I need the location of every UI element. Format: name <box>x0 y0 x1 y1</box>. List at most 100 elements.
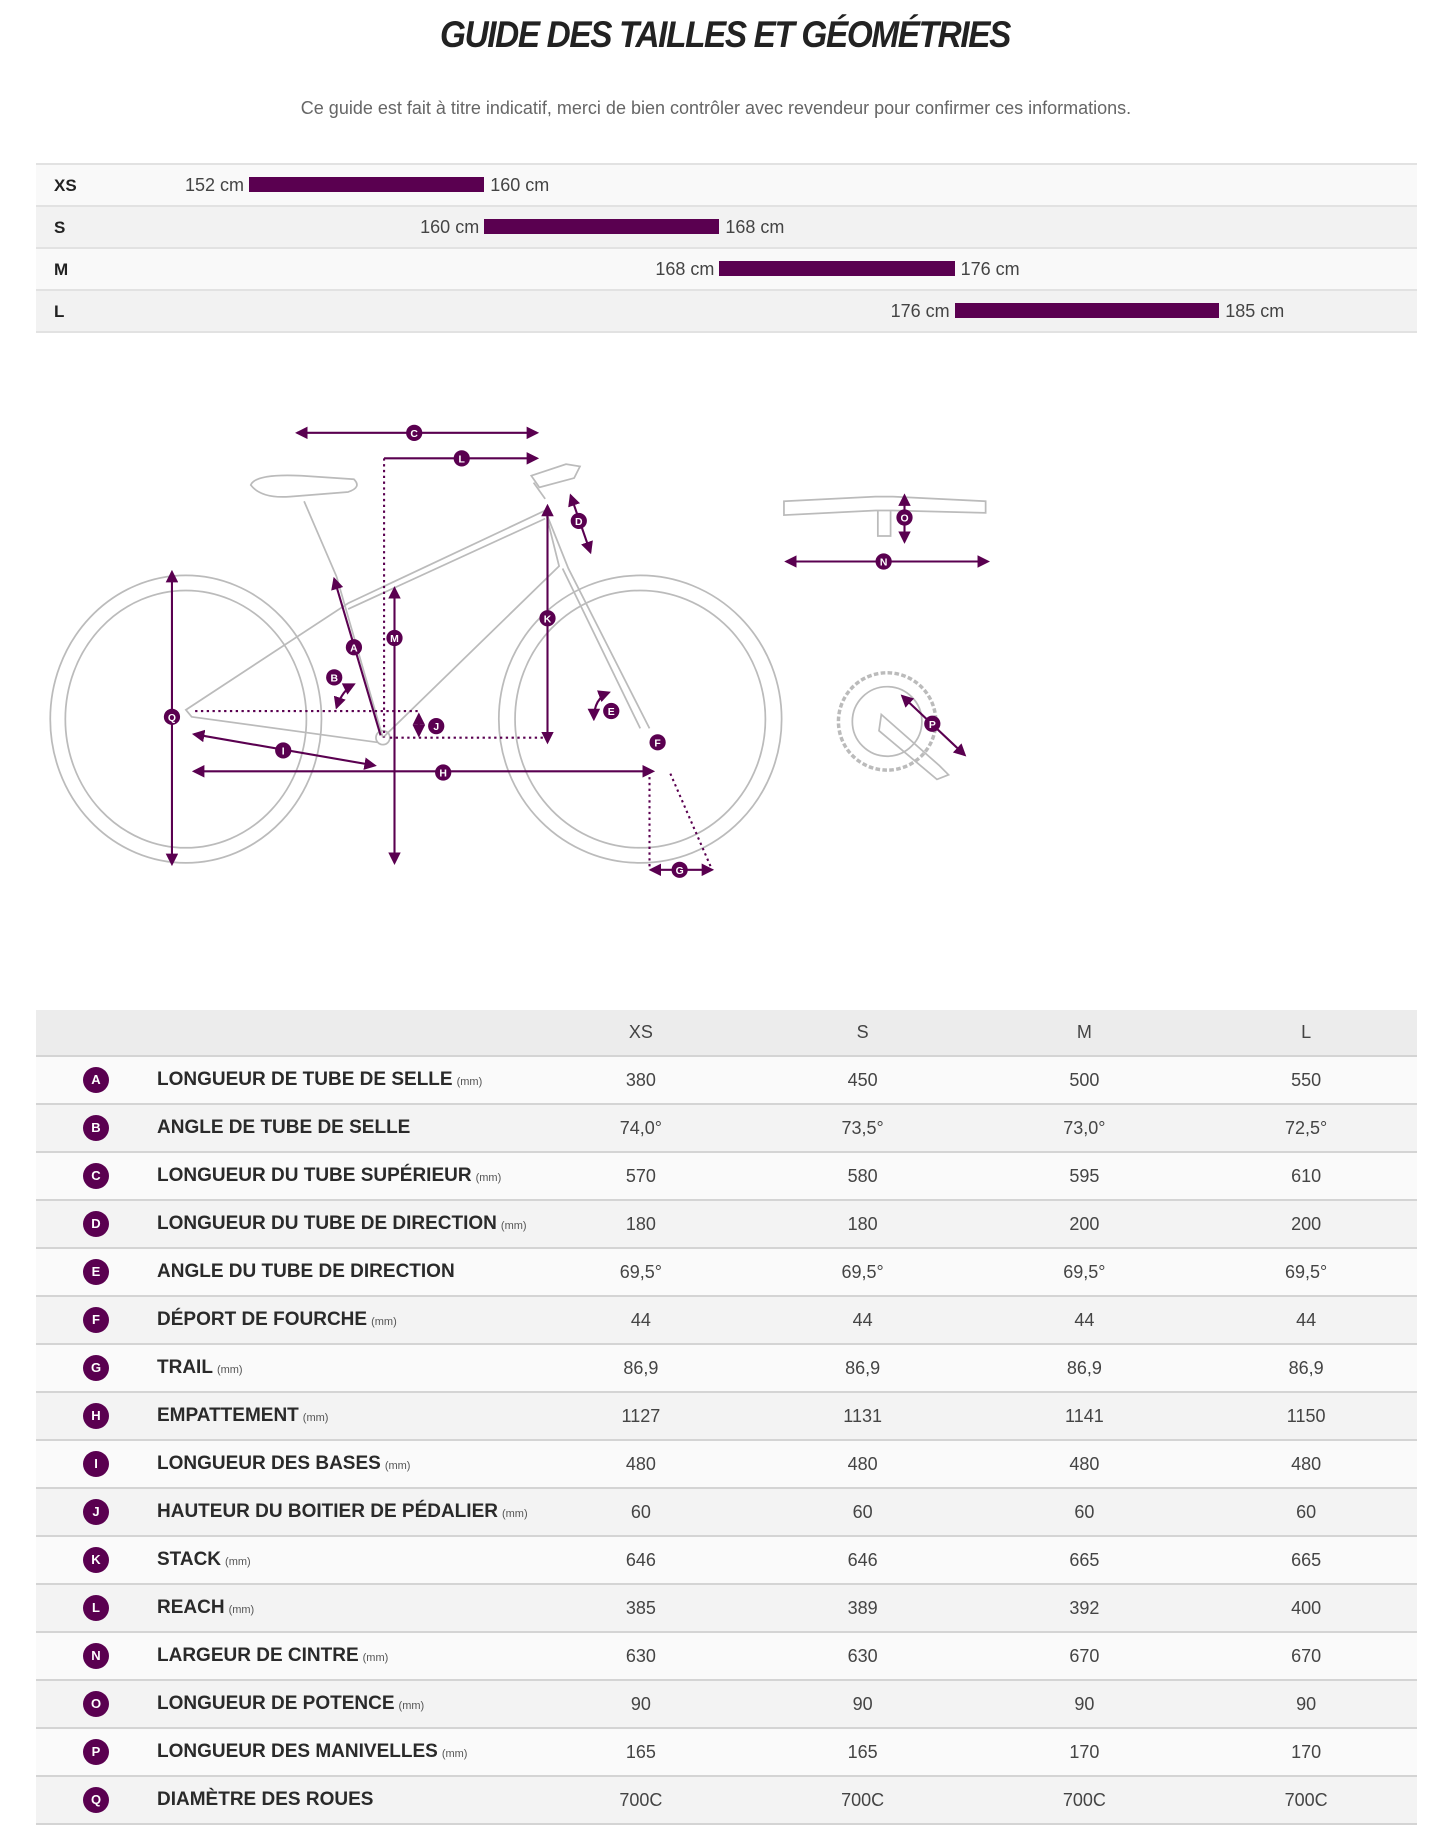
letter-badge: O <box>83 1691 109 1717</box>
table-row: H EMPATTEMENT (mm) 1127 1131 1141 1150 <box>36 1392 1417 1441</box>
size-row: M 168 cm 176 cm <box>36 249 1417 291</box>
letter-cell: H <box>36 1392 156 1441</box>
letter-cell: C <box>36 1152 156 1201</box>
label-marker-o <box>896 509 913 526</box>
measurement-label-cell: STACK (mm) <box>156 1536 530 1585</box>
table-row: K STACK (mm) 646 646 665 665 <box>36 1536 1417 1585</box>
value-cell-l: 200 <box>1195 1200 1417 1249</box>
size-chart: XS 152 cm 160 cm S 160 cm 168 cm M 168 cm … <box>36 163 1417 333</box>
unit-label: (mm) <box>384 1460 411 1472</box>
letter-badge: J <box>83 1499 109 1525</box>
label-marker-l <box>453 450 470 467</box>
stem <box>529 463 582 500</box>
letter-cell: E <box>36 1248 156 1297</box>
label-letter-l: L <box>459 454 466 465</box>
table-row: P LONGUEUR DES MANIVELLES (mm) 165 165 170 17… <box>36 1728 1417 1777</box>
measurement-label-cell: LARGEUR DE CINTRE (mm) <box>156 1632 530 1681</box>
table-row: I LONGUEUR DES BASES (mm) 480 480 480 480 <box>36 1440 1417 1489</box>
measurement-label: LONGUEUR DES MANIVELLES <box>157 1741 438 1762</box>
value-cell-l: 1150 <box>1195 1392 1417 1441</box>
column-header-l: L <box>1195 1010 1417 1057</box>
label-marker-g <box>671 861 688 878</box>
letter-cell: I <box>36 1440 156 1489</box>
letter-badge: C <box>83 1163 109 1189</box>
bike-drawing <box>49 463 987 864</box>
measurement-label: LONGUEUR DU TUBE DE DIRECTION <box>157 1213 497 1234</box>
label-marker-j <box>428 717 445 735</box>
letter-cell: K <box>36 1536 156 1585</box>
label-marker-e <box>603 702 620 720</box>
letter-badge: F <box>83 1307 109 1333</box>
value-cell-m: 665 <box>973 1536 1196 1585</box>
measurement-label-cell: DIAMÈTRE DES ROUES <box>156 1776 530 1825</box>
table-row: F DÉPORT DE FOURCHE (mm) 44 44 44 44 <box>36 1296 1417 1345</box>
label-letter-k: K <box>544 614 552 625</box>
measurement-label: LONGUEUR DU TUBE SUPÉRIEUR <box>157 1165 472 1186</box>
size-max-height: 160 cm <box>490 175 550 195</box>
unit-label: (mm) <box>216 1364 243 1376</box>
measurement-label-cell: DÉPORT DE FOURCHE (mm) <box>156 1296 530 1345</box>
table-header-row: XS S M L <box>36 1010 1417 1057</box>
size-min-height: 168 cm <box>655 259 715 279</box>
measurement-label: TRAIL <box>157 1357 213 1378</box>
value-cell-xs: 385 <box>530 1584 752 1633</box>
letter-cell: L <box>36 1584 156 1633</box>
value-cell-xs: 90 <box>530 1680 752 1729</box>
value-cell-s: 700C <box>751 1776 974 1825</box>
label-letter-h: H <box>439 769 447 780</box>
value-cell-xs: 165 <box>530 1728 752 1777</box>
value-cell-l: 670 <box>1195 1632 1417 1681</box>
value-cell-l: 60 <box>1195 1488 1417 1537</box>
measurement-label-cell: LONGUEUR DU TUBE SUPÉRIEUR (mm) <box>156 1152 530 1201</box>
table-row: B ANGLE DE TUBE DE SELLE 74,0° 73,5° 73,0° 7… <box>36 1104 1417 1153</box>
value-cell-xs: 44 <box>530 1296 752 1345</box>
label-letter-e: E <box>608 707 615 718</box>
table-row: J HAUTEUR DU BOITIER DE PÉDALIER (mm) 60 60… <box>36 1488 1417 1537</box>
value-cell-m: 700C <box>973 1776 1196 1825</box>
label-letter-d: D <box>575 517 583 528</box>
value-cell-l: 170 <box>1195 1728 1417 1777</box>
size-range-bar <box>719 261 955 276</box>
measurement-label-cell: LONGUEUR DE POTENCE (mm) <box>156 1680 530 1729</box>
table-row: D LONGUEUR DU TUBE DE DIRECTION (mm) 180 18… <box>36 1200 1417 1249</box>
unit-label: (mm) <box>475 1172 502 1184</box>
front-wheel <box>497 574 783 864</box>
measurement-labels: A B C D E F G H I J K L M N O P Q <box>163 424 941 878</box>
label-marker-b <box>326 669 343 686</box>
unit-label: (mm) <box>456 1076 483 1088</box>
measurement-label: LONGUEUR DES BASES <box>157 1453 381 1474</box>
label-marker-p <box>924 715 941 732</box>
letter-cell: Q <box>36 1776 156 1825</box>
value-cell-m: 1141 <box>973 1392 1196 1441</box>
letter-badge: H <box>83 1403 109 1429</box>
value-cell-s: 450 <box>751 1056 974 1105</box>
letter-badge: K <box>83 1547 109 1573</box>
size-row: L 176 cm 185 cm <box>36 291 1417 333</box>
label-marker-m <box>386 629 403 647</box>
value-cell-l: 400 <box>1195 1584 1417 1633</box>
size-label: XS <box>54 176 77 195</box>
measurement-label-cell: ANGLE DE TUBE DE SELLE <box>156 1104 530 1153</box>
label-marker-h <box>435 764 452 781</box>
value-cell-s: 180 <box>751 1200 974 1249</box>
letter-badge: E <box>83 1259 109 1285</box>
table-row: O LONGUEUR DE POTENCE (mm) 90 90 90 90 <box>36 1680 1417 1729</box>
label-letter-g: G <box>676 866 684 877</box>
label-letter-q: Q <box>168 713 176 724</box>
label-marker-f <box>649 734 666 751</box>
letter-badge: L <box>83 1595 109 1621</box>
value-cell-l: 550 <box>1195 1056 1417 1105</box>
value-cell-l: 44 <box>1195 1296 1417 1345</box>
size-max-height: 176 cm <box>960 259 1020 279</box>
value-cell-s: 630 <box>751 1632 974 1681</box>
value-cell-m: 595 <box>973 1152 1196 1201</box>
value-cell-xs: 380 <box>530 1056 752 1105</box>
unit-label: (mm) <box>228 1604 255 1616</box>
measurement-label: REACH <box>157 1597 225 1618</box>
measurement-label: LARGEUR DE CINTRE <box>157 1645 359 1666</box>
value-cell-m: 73,0° <box>973 1104 1196 1153</box>
letter-cell: A <box>36 1056 156 1105</box>
value-cell-xs: 646 <box>530 1536 752 1585</box>
measurement-label: STACK <box>157 1549 222 1570</box>
letter-cell: D <box>36 1200 156 1249</box>
